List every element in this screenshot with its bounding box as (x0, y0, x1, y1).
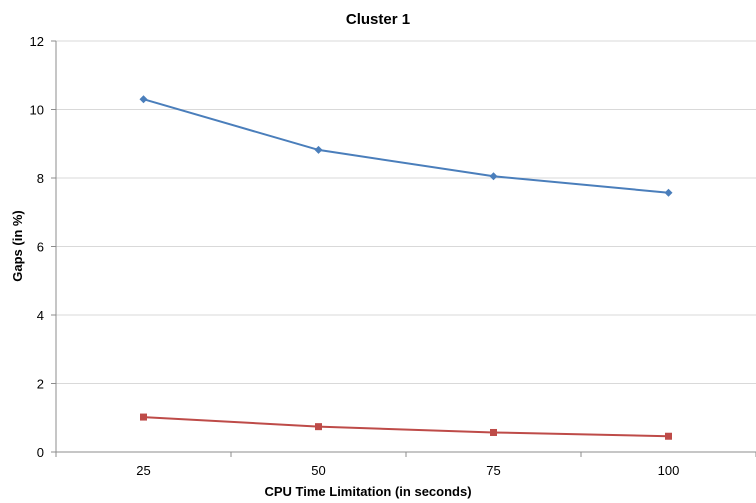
y-tick-label: 8 (37, 171, 44, 186)
series-2-point (140, 413, 147, 421)
y-tick-label: 0 (37, 445, 44, 460)
series-2-point (665, 432, 672, 440)
x-tick-label: 100 (658, 463, 680, 478)
y-axis-title: Gaps (in %) (10, 210, 25, 282)
series-1-point (314, 145, 323, 154)
series-1-point (489, 172, 498, 181)
x-tick-label: 50 (311, 463, 325, 478)
y-tick-label: 2 (37, 377, 44, 392)
x-axis-title: CPU Time Limitation (in seconds) (264, 484, 471, 499)
y-tick-labels: 0 2 4 6 8 10 12 (30, 34, 44, 460)
series-2-line (143, 416, 669, 438)
y-tick-label: 10 (30, 103, 44, 118)
series-group (139, 95, 673, 440)
y-tick-label: 12 (30, 34, 44, 49)
series-1-line (143, 98, 669, 194)
series-2-point (315, 423, 322, 431)
chart-title: Cluster 1 (346, 11, 410, 28)
y-tick-label: 4 (37, 308, 44, 323)
y-tick-label: 6 (37, 240, 44, 255)
x-tick-labels: 25 50 75 100 (55, 452, 756, 478)
gridlines (51, 40, 756, 453)
x-tick-label: 25 (136, 463, 150, 478)
x-tick-label: 75 (486, 463, 500, 478)
series-2-point (490, 428, 497, 436)
series-1-point (139, 95, 148, 104)
series-1-point (664, 188, 673, 197)
